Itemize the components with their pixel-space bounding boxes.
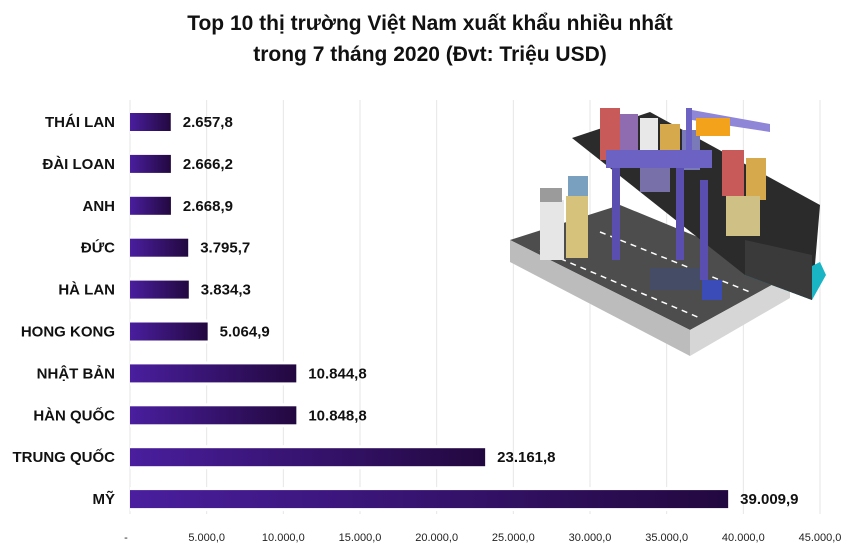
category-label: NHẬT BẢN — [37, 364, 115, 382]
port-container-crane-ship-illustration — [510, 108, 826, 356]
category-label: ĐỨC — [81, 239, 115, 257]
x-tick-label: 30.000,0 — [569, 532, 612, 544]
data-label: 3.834,3 — [201, 282, 251, 299]
category-label: HÀN QUỐC — [33, 406, 115, 424]
x-tick-label: 5.000,0 — [188, 532, 225, 544]
data-label: 2.666,2 — [183, 156, 233, 173]
data-label: 3.795,7 — [200, 240, 250, 257]
data-label: 10.844,8 — [308, 365, 366, 382]
grid-lines — [129, 100, 821, 514]
bars: THÁI LAN 2.657,8 ĐÀI LOAN 2.666,2 ANH 2.668,9… — [13, 110, 799, 512]
bar — [130, 113, 171, 131]
category-label: HÀ LAN — [58, 282, 115, 299]
x-tick-label: 45.000,0 — [799, 532, 842, 544]
bar — [130, 154, 171, 173]
bar — [130, 490, 729, 509]
x-tick-label: 35.000,0 — [645, 532, 688, 544]
bar — [130, 322, 208, 341]
data-label: 10.848,8 — [308, 407, 366, 424]
chart-title-line-2: trong 7 tháng 2020 (Đvt: Triệu USD) — [253, 43, 607, 66]
bar — [130, 280, 189, 299]
x-tick-label: 40.000,0 — [722, 532, 765, 544]
data-label: 2.668,9 — [183, 198, 233, 215]
category-label: ĐÀI LOAN — [43, 156, 116, 173]
data-label: 2.657,8 — [183, 114, 233, 131]
category-label: TRUNG QUỐC — [13, 448, 116, 466]
bar — [130, 238, 189, 257]
data-label: 5.064,9 — [220, 324, 270, 341]
x-tick-label: 15.000,0 — [339, 532, 382, 544]
category-label: HONG KONG — [21, 324, 115, 341]
x-tick-label: 20.000,0 — [415, 532, 458, 544]
category-label: THÁI LAN — [45, 114, 115, 131]
chart-title: Top 10 thị trường Việt Nam xuất khẩu nhi… — [0, 8, 860, 70]
bar — [130, 364, 297, 383]
chart-title-line-1: Top 10 thị trường Việt Nam xuất khẩu nhi… — [187, 12, 673, 35]
bar — [130, 448, 486, 467]
data-label: 39.009,9 — [740, 491, 798, 508]
x-tick-label: - — [124, 532, 128, 544]
category-label: ANH — [83, 198, 116, 215]
x-axis: - 5.000,0 10.000,0 15.000,0 20.000,0 25.000,0… — [124, 532, 841, 544]
bar — [130, 196, 171, 215]
data-label: 23.161,8 — [497, 449, 555, 466]
bar — [130, 406, 297, 425]
x-tick-label: 25.000,0 — [492, 532, 535, 544]
category-label: MỸ — [93, 490, 116, 508]
x-tick-label: 10.000,0 — [262, 532, 305, 544]
